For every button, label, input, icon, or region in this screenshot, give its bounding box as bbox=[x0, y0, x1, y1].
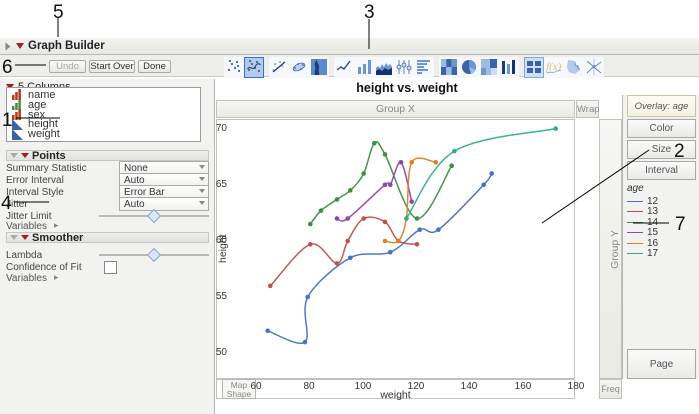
svg-text:f(x): f(x) bbox=[546, 61, 562, 73]
